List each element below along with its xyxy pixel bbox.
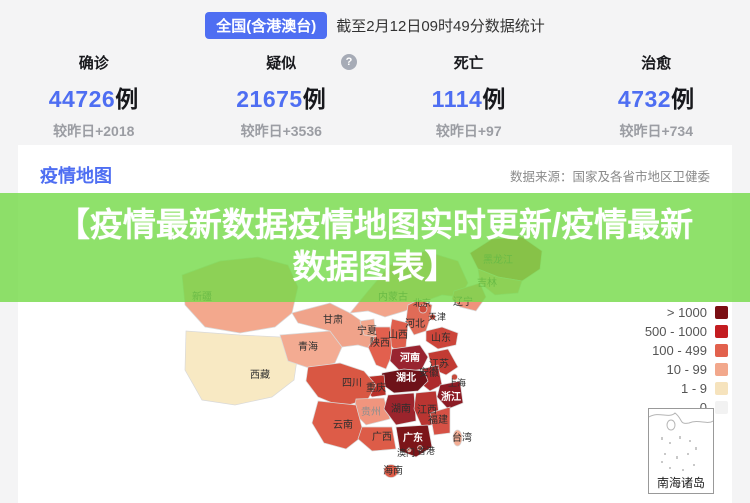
province-label-陕西: 陕西 xyxy=(370,336,390,349)
stat-confirmed: 确诊 44726例 较昨日+2018 xyxy=(0,52,188,141)
stat-change: 较昨日+2018 xyxy=(53,123,135,139)
stat-label: 死亡 xyxy=(453,55,484,72)
province-陕西[interactable] xyxy=(367,326,393,370)
province-山东[interactable] xyxy=(425,326,459,350)
province-label-浙江: 浙江 xyxy=(441,390,461,403)
legend-swatch xyxy=(715,344,728,357)
stat-change: 较昨日+3536 xyxy=(240,123,322,139)
province-label-江西: 江西 xyxy=(417,404,437,416)
legend-label: 500 - 1000 xyxy=(644,324,707,339)
stat-deaths: 死亡 1114例 较昨日+97 xyxy=(375,52,563,141)
province-label-江苏: 江苏 xyxy=(429,357,449,370)
stat-label: 治愈 xyxy=(641,55,672,72)
province-label-香港: 香港 xyxy=(417,445,435,456)
stats-row: 确诊 44726例 较昨日+2018 疑似 ? 21675例 较昨日+3536 … xyxy=(0,52,750,141)
stat-value: 4732例 xyxy=(617,86,695,112)
province-label-甘肃: 甘肃 xyxy=(323,313,343,326)
help-icon[interactable]: ? xyxy=(341,54,357,70)
province-湖南[interactable] xyxy=(383,392,417,426)
province-label-河北: 河北 xyxy=(405,318,425,330)
province-宁夏[interactable] xyxy=(359,318,377,338)
province-澳门[interactable] xyxy=(406,447,412,453)
legend-label: 1 - 9 xyxy=(680,381,707,396)
province-广西[interactable] xyxy=(357,426,397,452)
province-label-北京: 北京 xyxy=(413,297,431,308)
province-label-河南: 河南 xyxy=(400,351,420,364)
map-legend: > 1000 500 - 1000 100 - 499 10 - 99 1 - … xyxy=(645,303,728,417)
scope-badge[interactable]: 全国(含港澳台) xyxy=(205,12,328,39)
top-bar: 全国(含港澳台) 截至2月12日09时49分数据统计 xyxy=(0,0,750,39)
inset-islands-art xyxy=(649,412,713,471)
province-北京[interactable] xyxy=(418,304,428,314)
province-label-山东: 山东 xyxy=(431,331,451,344)
province-台湾[interactable] xyxy=(452,429,463,447)
headline-line2: 数据图表】 xyxy=(292,248,458,285)
headline-overlay: 【疫情最新数据疫情地图实时更新/疫情最新 数据图表】 xyxy=(0,193,750,302)
stat-value: 21675例 xyxy=(236,86,327,112)
province-label-安徽: 安徽 xyxy=(419,366,439,379)
legend-swatch xyxy=(715,401,728,414)
stat-cured: 治愈 4732例 较昨日+734 xyxy=(563,52,750,141)
legend-swatch xyxy=(715,363,728,376)
legend-label: > 1000 xyxy=(666,305,707,320)
stat-label: 确诊 xyxy=(78,55,109,72)
inset-label: 南海诸岛 xyxy=(656,476,705,490)
stat-change: 较昨日+97 xyxy=(435,123,502,139)
province-label-湖南: 湖南 xyxy=(391,402,411,415)
province-浙江[interactable] xyxy=(436,380,464,410)
legend-label: 100 - 499 xyxy=(652,343,707,358)
legend-label: 0 xyxy=(700,400,707,415)
province-天津[interactable] xyxy=(429,313,436,321)
legend-label: 10 - 99 xyxy=(666,362,707,377)
province-云南[interactable] xyxy=(311,400,365,450)
province-香港[interactable] xyxy=(417,445,423,451)
province-label-上海: 上海 xyxy=(448,377,466,388)
province-label-四川: 四川 xyxy=(342,378,362,389)
province-label-海南: 海南 xyxy=(383,464,403,477)
province-西藏[interactable] xyxy=(184,330,299,406)
province-label-贵州: 贵州 xyxy=(361,405,381,418)
province-上海[interactable] xyxy=(451,373,458,381)
south-sea-inset: 南海诸岛 xyxy=(648,408,714,494)
legend-swatch xyxy=(715,325,728,338)
province-label-云南: 云南 xyxy=(333,418,353,431)
province-label-青海: 青海 xyxy=(298,340,318,353)
legend-swatch xyxy=(715,382,728,395)
stat-value: 44726例 xyxy=(48,86,139,112)
province-label-台湾: 台湾 xyxy=(452,431,472,444)
legend-row: 10 - 99 xyxy=(645,360,728,379)
legend-row: 0 xyxy=(645,398,728,417)
province-海南[interactable] xyxy=(383,464,399,478)
legend-row: 1 - 9 xyxy=(645,379,728,398)
stat-value: 1114例 xyxy=(431,86,506,112)
province-label-重庆: 重庆 xyxy=(366,381,386,394)
province-label-西藏: 西藏 xyxy=(250,369,270,381)
stat-change: 较昨日+734 xyxy=(619,123,694,139)
province-广东[interactable] xyxy=(395,424,433,458)
province-label-湖北: 湖北 xyxy=(396,371,416,384)
section-title: 疫情地图 xyxy=(40,166,112,186)
legend-row: 500 - 1000 xyxy=(645,322,728,341)
province-label-山西: 山西 xyxy=(388,329,408,341)
province-label-广东: 广东 xyxy=(403,431,423,444)
stat-label: 疑似 xyxy=(266,55,297,72)
legend-row: > 1000 xyxy=(645,303,728,322)
headline-line1: 【疫情最新数据疫情地图实时更新/疫情最新 xyxy=(56,206,694,243)
province-label-澳门: 澳门 xyxy=(397,447,415,458)
map-card-header: 疫情地图 数据来源：国家及各省市地区卫健委 xyxy=(18,145,732,188)
province-福建[interactable] xyxy=(429,406,451,436)
province-label-天津: 天津 xyxy=(428,312,446,322)
province-label-宁夏: 宁夏 xyxy=(357,324,377,337)
stat-suspected: 疑似 ? 21675例 较昨日+3536 xyxy=(188,52,376,141)
legend-swatch xyxy=(715,306,728,319)
province-label-广西: 广西 xyxy=(372,431,392,443)
province-label-福建: 福建 xyxy=(428,413,448,426)
data-timestamp: 截至2月12日09时49分数据统计 xyxy=(336,18,545,35)
data-source-note: 数据来源：国家及各省市地区卫健委 xyxy=(509,169,710,184)
legend-row: 100 - 499 xyxy=(645,341,728,360)
